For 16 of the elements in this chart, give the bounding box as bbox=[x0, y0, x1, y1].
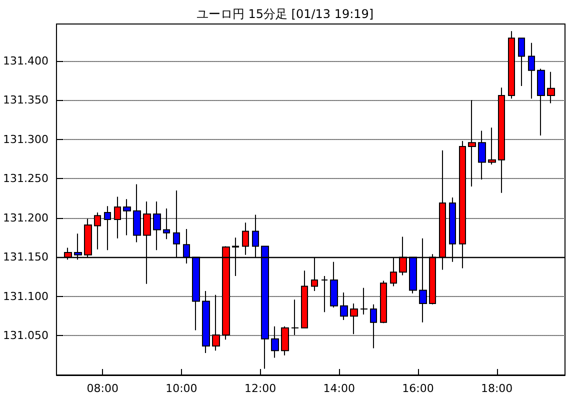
y-tick-label: 131.300 bbox=[2, 132, 48, 146]
x-tick-label: 14:00 bbox=[323, 382, 355, 395]
x-tick-label: 12:00 bbox=[244, 382, 276, 395]
y-tick-label: 131.400 bbox=[2, 54, 48, 68]
y-tick-label: 131.050 bbox=[2, 329, 48, 342]
x-tick-label: 18:00 bbox=[480, 382, 513, 395]
x-tick-label: 08:00 bbox=[86, 382, 118, 395]
y-tick-label: 131.350 bbox=[2, 94, 48, 107]
y-tick-label: 131.250 bbox=[2, 172, 48, 186]
chart-title: ユーロ円 15分足 [01/13 19:19] bbox=[196, 7, 374, 21]
y-tick-label: 131.100 bbox=[2, 290, 48, 303]
x-tick-label: 10:00 bbox=[166, 382, 198, 395]
y-tick-label: 131.150 bbox=[2, 250, 48, 264]
x-tick-label: 16:00 bbox=[402, 382, 434, 395]
y-tick-label: 131.200 bbox=[2, 211, 48, 224]
candlestick bbox=[242, 222, 249, 256]
